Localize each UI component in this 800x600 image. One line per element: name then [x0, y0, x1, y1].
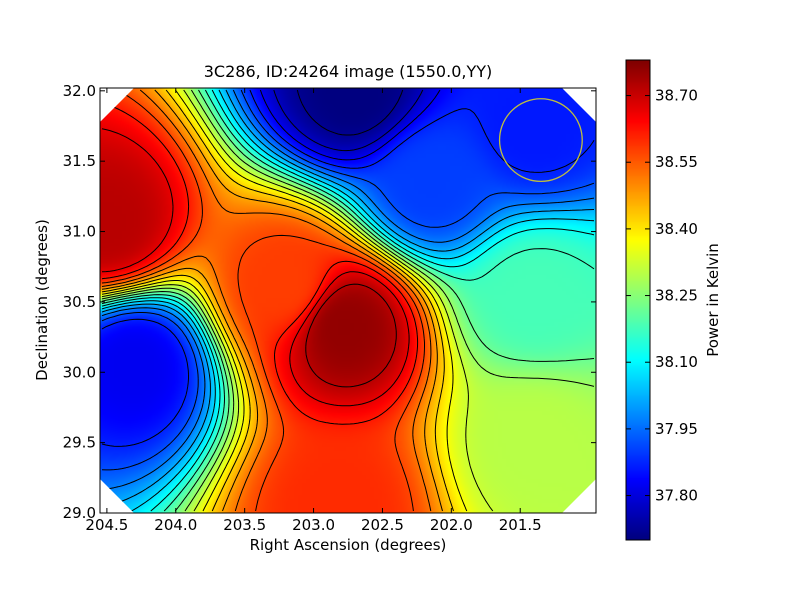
- contour-line: [101, 89, 432, 512]
- colorbar-tick-label: 38.70: [655, 87, 698, 105]
- y-axis-ticks: 29.0 29.5 30.0 30.5 31.0 31.5 32.0: [63, 82, 596, 522]
- x-tick-label: 202.5: [361, 516, 404, 534]
- y-axis-label: Declination (degrees): [33, 219, 51, 381]
- beam-circle: [498, 98, 583, 183]
- colorbar-tick-label: 37.95: [655, 420, 698, 438]
- x-tick-label: 203.0: [292, 516, 335, 534]
- x-axis-ticks: 204.5 204.0 203.5 203.0 202.5 202.0 201.5: [85, 88, 542, 534]
- contour-line: [101, 89, 595, 490]
- contour-line: [101, 89, 595, 512]
- contour-line: [101, 89, 468, 512]
- y-tick-label: 29.0: [63, 504, 96, 522]
- y-tick-label: 30.5: [63, 293, 96, 311]
- x-tick-label: 202.0: [430, 516, 473, 534]
- x-tick-label: 203.5: [223, 516, 266, 534]
- contour-line: [101, 89, 454, 512]
- contour-line: [101, 89, 595, 512]
- colorbar-ticks: 37.80 37.95 38.10 38.25 38.40 38.55 38.70: [626, 87, 698, 505]
- colorbar-tick-label: 38.55: [655, 153, 698, 171]
- y-tick-label: 32.0: [63, 82, 96, 100]
- contour-line: [101, 89, 595, 512]
- y-tick-label: 30.0: [63, 363, 96, 381]
- plot-area: 204.5 204.0 203.5 203.0 202.5 202.0 201.5 29.0…: [63, 82, 597, 534]
- chart-title: 3C286, ID:24264 image (1550.0,YY): [204, 62, 493, 81]
- contour-line: [101, 89, 595, 512]
- y-tick-label: 29.5: [63, 434, 96, 452]
- plot-frame: [99, 87, 597, 514]
- colorbar-frame: [625, 59, 651, 541]
- x-tick-label: 204.5: [85, 516, 128, 534]
- colorbar-tick-label: 38.10: [655, 353, 698, 371]
- colorbar-tick-label: 38.25: [655, 287, 698, 305]
- colorbar-tick-label: 37.80: [655, 487, 698, 505]
- contour-line: [101, 89, 595, 508]
- contour-line: [101, 89, 595, 447]
- y-tick-label: 31.0: [63, 223, 96, 241]
- contour-line: [259, 89, 441, 161]
- colorbar-label: Power in Kelvin: [704, 243, 722, 357]
- contour-line: [101, 89, 494, 512]
- colorbar: 37.80 37.95 38.10 38.25 38.40 38.55 38.70 Powe…: [625, 59, 722, 541]
- y-tick-label: 31.5: [63, 152, 96, 170]
- contour-line: [101, 89, 595, 471]
- contour-line: [101, 128, 410, 407]
- colorbar-gradient: [626, 60, 650, 540]
- contour-line: [101, 89, 443, 512]
- x-tick-label: 201.5: [499, 516, 542, 534]
- contour-line: [101, 89, 595, 512]
- x-tick-label: 204.0: [154, 516, 197, 534]
- colorbar-tick-label: 38.40: [655, 220, 698, 238]
- contour-line: [296, 89, 404, 136]
- contour-line: [273, 89, 424, 152]
- x-axis-label: Right Ascension (degrees): [250, 536, 447, 554]
- contour-line: [305, 283, 397, 388]
